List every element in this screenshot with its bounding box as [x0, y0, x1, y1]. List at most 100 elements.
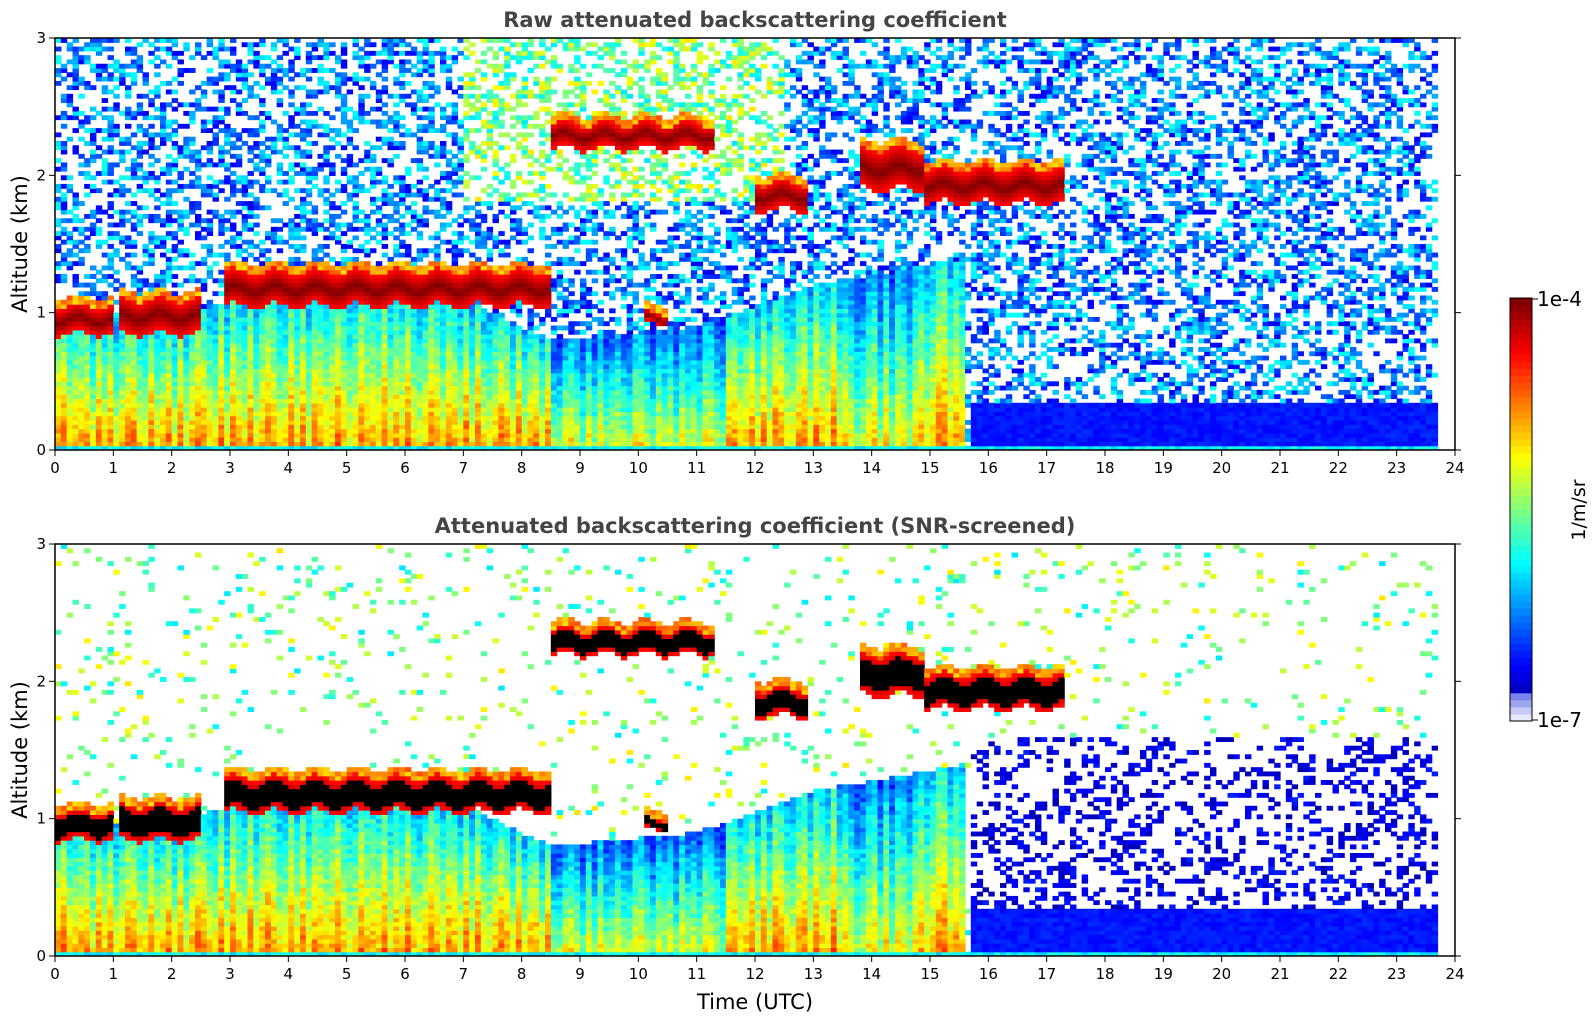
heatmap-cell [142, 179, 149, 185]
heatmap-cell [241, 239, 249, 245]
heatmap-cell [445, 239, 453, 245]
heatmap-cell [206, 209, 214, 215]
heatmap-cell [370, 389, 377, 395]
heatmap-cell [405, 295, 412, 301]
heatmap-cell [177, 188, 184, 194]
heatmap-cell [393, 368, 400, 374]
heatmap-cell [101, 338, 109, 344]
heatmap-cell [288, 312, 295, 318]
heatmap-cell [346, 312, 354, 318]
heatmap-cell [235, 441, 243, 447]
heatmap-cell [288, 351, 295, 357]
heatmap-cell [171, 55, 179, 61]
heatmap-cell [457, 441, 464, 447]
heatmap-cell [300, 415, 307, 421]
heatmap-cell [475, 432, 482, 438]
heatmap-cell [247, 93, 254, 99]
heatmap-cell [381, 231, 389, 237]
heatmap-cell [440, 299, 447, 305]
heatmap-cell [171, 38, 179, 43]
heatmap-cell [60, 368, 68, 374]
heatmap-cell [113, 359, 120, 365]
heatmap-cell [125, 445, 132, 450]
heatmap-cell [352, 398, 359, 404]
heatmap-cell [55, 359, 62, 365]
heatmap-cell [253, 274, 260, 279]
heatmap-cell [72, 304, 79, 309]
heatmap-cell [440, 445, 447, 450]
heatmap-cell [323, 209, 330, 215]
heatmap-cell [311, 274, 319, 279]
heatmap-cell [212, 351, 219, 357]
heatmap-cell [364, 166, 371, 172]
heatmap-cell [160, 385, 167, 391]
heatmap-cell [352, 145, 359, 151]
heatmap-cell [311, 175, 319, 181]
heatmap-cell [358, 419, 365, 425]
heatmap-cell [300, 407, 307, 412]
heatmap-cell [393, 102, 400, 108]
heatmap-cell [189, 334, 196, 340]
heatmap-cell [335, 338, 342, 344]
heatmap-cell [410, 364, 418, 370]
heatmap-cell [375, 389, 383, 395]
heatmap-cell [475, 98, 482, 103]
heatmap-cell [288, 377, 295, 382]
heatmap-cell [183, 368, 190, 374]
heatmap-cell [463, 321, 470, 327]
heatmap-cell [142, 188, 149, 194]
heatmap-cell [480, 398, 488, 404]
heatmap-cell [294, 171, 301, 176]
heatmap-cell [294, 372, 301, 378]
heatmap-cell [60, 205, 68, 211]
heatmap-cell [300, 171, 307, 176]
heatmap-cell [224, 59, 231, 65]
heatmap-cell [90, 141, 97, 146]
heatmap-cell [399, 269, 406, 275]
heatmap-cell [265, 437, 272, 443]
heatmap-cell [113, 269, 120, 275]
heatmap-cell [300, 282, 307, 288]
heatmap-cell [300, 299, 307, 305]
heatmap-cell [440, 372, 447, 378]
heatmap-cell [457, 119, 464, 125]
heatmap-cell [253, 445, 260, 450]
heatmap-cell [416, 68, 424, 73]
heatmap-cell [375, 209, 383, 215]
heatmap-cell [294, 342, 301, 348]
heatmap-cell [422, 389, 429, 395]
heatmap-cell [381, 368, 389, 374]
heatmap-cell [84, 226, 91, 232]
heatmap-cell [375, 123, 383, 129]
heatmap-cell [422, 347, 429, 352]
heatmap-cell [451, 441, 459, 447]
heatmap-cell [352, 316, 359, 322]
heatmap-cell [125, 381, 132, 387]
heatmap-cell [55, 188, 62, 194]
heatmap-cell [136, 437, 144, 443]
heatmap-cell [265, 205, 272, 211]
heatmap-cell [346, 136, 354, 142]
heatmap-cell [486, 282, 494, 288]
heatmap-cell [95, 299, 103, 305]
heatmap-cell [160, 201, 167, 206]
heatmap-cell [329, 359, 336, 365]
heatmap-cell [370, 265, 377, 271]
heatmap-cell [381, 411, 389, 417]
heatmap-cell [224, 411, 231, 417]
heatmap-cell [119, 235, 126, 241]
heatmap-cell [399, 342, 406, 348]
heatmap-cell [440, 364, 447, 370]
heatmap-cell [125, 398, 132, 404]
heatmap-cell [171, 342, 179, 348]
heatmap-cell [393, 308, 400, 314]
heatmap-cell [189, 55, 196, 61]
heatmap-cell [393, 123, 400, 129]
heatmap-cell [165, 351, 173, 357]
heatmap-cell [370, 368, 377, 374]
heatmap-cell [317, 261, 324, 267]
heatmap-cell [148, 415, 155, 421]
heatmap-cell [294, 329, 301, 335]
heatmap-cell [335, 334, 342, 340]
heatmap-cell [265, 162, 272, 168]
